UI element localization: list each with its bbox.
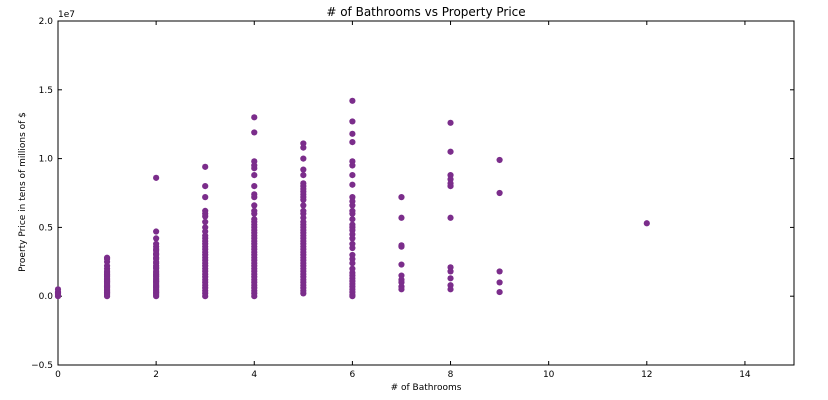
data-point (251, 114, 258, 121)
y-tick-label: 0.0 (39, 292, 54, 302)
data-point (251, 194, 258, 201)
data-point (251, 202, 258, 209)
data-point (349, 130, 356, 137)
data-point (202, 213, 209, 220)
data-point (398, 243, 405, 250)
data-point (398, 261, 405, 268)
data-point (447, 148, 454, 155)
data-point (447, 286, 454, 293)
data-point (447, 119, 454, 126)
data-point (349, 293, 356, 300)
data-point (153, 174, 160, 181)
data-point (251, 129, 258, 136)
y-offset-label: 1e7 (58, 10, 75, 20)
x-tick-label: 2 (153, 370, 159, 380)
data-point (153, 228, 160, 235)
data-point (496, 189, 503, 197)
data-point (398, 286, 405, 293)
data-point (300, 155, 307, 162)
data-point (398, 214, 405, 221)
data-point (300, 144, 307, 151)
data-point (447, 183, 454, 190)
data-point (300, 202, 307, 209)
data-point (300, 172, 307, 179)
data-point (496, 156, 503, 164)
points-layer (54, 97, 650, 300)
y-tick-label: −0.5 (31, 361, 53, 371)
data-point (251, 210, 258, 217)
data-point (251, 183, 258, 190)
data-point (496, 279, 503, 286)
data-point (202, 183, 209, 190)
data-point (103, 293, 111, 300)
data-point (202, 218, 209, 225)
data-point (202, 293, 209, 300)
data-point (153, 235, 160, 242)
data-point (643, 220, 650, 227)
data-point (349, 97, 356, 104)
data-point (496, 268, 503, 275)
data-point (251, 172, 258, 179)
data-point (349, 172, 356, 179)
plot-frame (57, 20, 795, 366)
x-tick-label: 8 (448, 370, 454, 380)
data-point (349, 260, 356, 267)
data-point (447, 268, 454, 275)
data-point (349, 138, 356, 146)
data-point (349, 162, 356, 169)
data-point (153, 293, 160, 300)
data-point (349, 244, 356, 252)
y-axis-label: Proerty Price in tens of millions of $ (18, 112, 28, 272)
data-point (251, 165, 258, 172)
x-axis-label: # of Bathrooms (391, 383, 462, 393)
x-tick-label: 6 (350, 370, 356, 380)
data-point (349, 181, 356, 188)
data-point (349, 202, 356, 209)
data-point (202, 194, 209, 201)
data-point (496, 288, 503, 296)
y-tick-label: 1.0 (39, 155, 54, 165)
data-point (398, 194, 405, 201)
data-point (202, 163, 209, 170)
x-tick-label: 0 (55, 370, 61, 380)
data-point (251, 293, 258, 300)
data-point (349, 118, 356, 125)
chart-title: # of Bathrooms vs Property Price (326, 5, 525, 19)
x-tick-label: 10 (543, 370, 555, 380)
y-tick-label: 1.5 (39, 86, 53, 96)
data-point (447, 214, 454, 221)
x-tick-label: 12 (641, 370, 652, 380)
data-point (349, 216, 356, 223)
data-point (349, 235, 356, 242)
data-point (54, 293, 62, 300)
y-tick-label: 0.5 (39, 223, 53, 233)
data-point (300, 166, 307, 173)
data-point (447, 275, 454, 282)
y-tick-label: 2.0 (39, 17, 54, 27)
data-point (300, 290, 307, 297)
x-tick-label: 4 (251, 370, 257, 380)
data-point (349, 210, 356, 217)
x-tick-label: 14 (739, 370, 751, 380)
data-point (300, 196, 307, 203)
